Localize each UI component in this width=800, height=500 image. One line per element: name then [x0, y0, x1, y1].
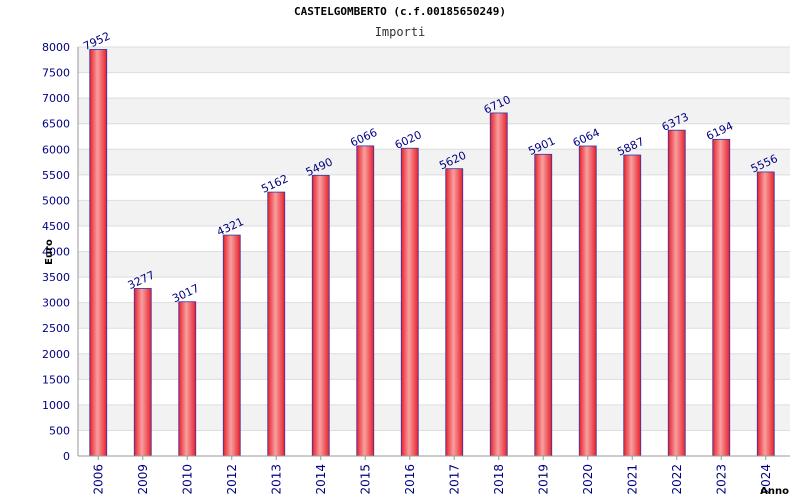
y-tick-label: 1500	[42, 373, 70, 386]
y-tick-label: 7000	[42, 92, 70, 105]
grid-band	[78, 98, 790, 124]
y-tick-label: 1000	[42, 399, 70, 412]
y-tick-label: 4500	[42, 220, 70, 233]
x-tick-label-2016: 2016	[403, 464, 417, 495]
bar-2016	[400, 147, 419, 457]
x-tick-label-2012: 2012	[225, 464, 239, 495]
grid-band	[78, 47, 790, 73]
y-axis-label: Euro	[44, 239, 55, 265]
bar-2012	[222, 234, 241, 457]
y-tick-label: 3000	[42, 297, 70, 310]
x-axis-ticks: 2006 2009 2010 2012 2013 2014 2015 2016 2017 2018…	[91, 456, 773, 495]
y-tick-label: 5000	[42, 194, 70, 207]
bar-2024	[756, 171, 775, 457]
y-tick-label: 3500	[42, 271, 70, 284]
x-tick-label-2022: 2022	[670, 464, 684, 495]
x-axis-label: Anno	[760, 486, 789, 497]
bar-2022	[667, 129, 686, 457]
y-tick-label: 0	[63, 450, 70, 463]
bar-2021	[623, 154, 642, 457]
bar-2018	[489, 112, 508, 457]
chart-subtitle: Importi	[374, 25, 426, 39]
x-tick-label-2013: 2013	[269, 464, 283, 495]
x-tick-label-2018: 2018	[492, 464, 506, 495]
bar-2014	[311, 174, 330, 457]
bar-2009	[133, 288, 152, 457]
y-tick-label: 2000	[42, 348, 70, 361]
x-tick-label-2014: 2014	[314, 464, 328, 495]
y-tick-label: 6000	[42, 143, 70, 156]
bar-2019	[534, 153, 553, 457]
x-tick-label-2017: 2017	[447, 464, 461, 495]
bar-2006	[89, 49, 108, 457]
x-tick-label-2023: 2023	[714, 464, 728, 495]
y-tick-label: 5500	[42, 169, 70, 182]
bar-2017	[445, 168, 464, 457]
y-tick-label: 7500	[42, 67, 70, 80]
bar-2015	[356, 145, 375, 457]
y-tick-label: 2500	[42, 322, 70, 335]
x-tick-label-2009: 2009	[136, 464, 150, 495]
y-tick-label: 500	[49, 424, 70, 437]
x-tick-label-2021: 2021	[625, 464, 639, 495]
y-tick-label: 4000	[42, 246, 70, 259]
x-tick-label-2006: 2006	[91, 464, 105, 495]
bar-2023	[712, 138, 731, 457]
x-tick-label-2020: 2020	[581, 464, 595, 495]
bar-2020	[578, 145, 597, 457]
x-tick-label-2019: 2019	[536, 464, 550, 495]
y-axis-ticks: 0 500 1000 1500 2000 2500 3000 3500 4000 4500 5000…	[42, 41, 70, 463]
x-tick-label-2015: 2015	[358, 464, 372, 495]
y-tick-label: 8000	[42, 41, 70, 54]
x-tick-label-2010: 2010	[180, 464, 194, 495]
x-tick-label-2024: 2024	[759, 464, 773, 495]
chart-title: CASTELGOMBERTO (c.f.00185650249)	[294, 5, 506, 18]
y-tick-label: 6500	[42, 118, 70, 131]
bar-2013	[267, 191, 286, 457]
bar-2010	[178, 301, 197, 457]
